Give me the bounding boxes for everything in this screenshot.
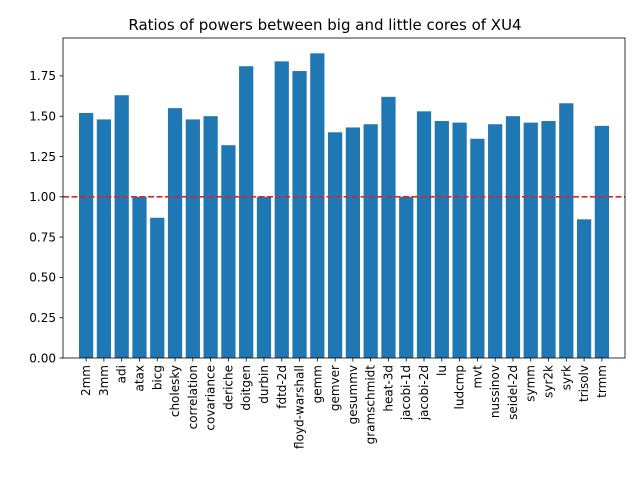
x-tick-label: 3mm xyxy=(97,365,111,396)
bar-seidel-2d xyxy=(505,116,521,358)
bar-bicg xyxy=(150,217,165,358)
bar-trmm xyxy=(594,125,609,358)
bar-heat-3d xyxy=(381,96,396,358)
bar-mvt xyxy=(470,138,485,358)
bar-correlation xyxy=(185,119,200,358)
y-tick-label: 0.25 xyxy=(29,311,56,325)
y-tick-label: 1.75 xyxy=(29,69,56,83)
x-tick-label: floyd-warshall xyxy=(293,365,307,449)
x-tick-label: trmm xyxy=(595,365,609,398)
x-tick-label: durbin xyxy=(257,365,271,404)
x-tick-label: correlation xyxy=(186,365,200,429)
bar-2mm xyxy=(79,112,94,358)
x-tick-label: cholesky xyxy=(168,365,182,417)
x-tick-label: gesummv xyxy=(346,365,360,424)
chart-title: Ratios of powers between big and little … xyxy=(128,16,521,34)
bar-deriche xyxy=(221,145,236,358)
x-tick-label: atax xyxy=(132,365,146,392)
y-tick-label: 1.00 xyxy=(29,190,56,204)
x-tick-label: syr2k xyxy=(542,365,556,398)
bar-gesummv xyxy=(345,127,361,358)
x-tick-label: deriche xyxy=(221,365,235,410)
bar-3mm xyxy=(96,119,112,358)
x-tick-label: gemm xyxy=(310,365,324,403)
bar-fdtd-2d xyxy=(274,61,289,359)
x-tick-label: nussinov xyxy=(488,365,502,418)
bar-trisolv xyxy=(576,219,592,358)
y-tick-label: 0.50 xyxy=(29,271,56,285)
x-tick-label: adi xyxy=(115,365,129,383)
bar-cholesky xyxy=(167,108,183,358)
x-tick-label: syrk xyxy=(559,365,573,390)
bar-gemver xyxy=(327,132,343,358)
bar-doitgen xyxy=(239,66,254,359)
bars-group xyxy=(79,53,609,359)
x-tick-label: covariance xyxy=(204,365,218,431)
bar-adi xyxy=(114,95,129,358)
x-tick-label: jacobi-1d xyxy=(399,365,413,421)
bar-jacobi-1d xyxy=(399,196,414,358)
bar-jacobi-2d xyxy=(416,111,432,358)
x-tick-label: heat-3d xyxy=(381,365,395,412)
x-tick-label: symm xyxy=(524,365,538,402)
plot-frame xyxy=(62,37,626,359)
x-tick-label: jacobi-2d xyxy=(417,365,431,421)
x-tick-label: fdtd-2d xyxy=(275,365,289,409)
y-tick-label: 0.00 xyxy=(29,351,56,365)
bar-gemm xyxy=(310,53,325,359)
x-tick-label: 2mm xyxy=(79,365,93,396)
x-tick-label: bicg xyxy=(150,365,164,390)
y-tick-label: 0.75 xyxy=(29,230,56,244)
x-tick-label: gemver xyxy=(328,365,342,411)
bar-durbin xyxy=(256,196,272,358)
bar-floyd-warshall xyxy=(292,71,307,359)
x-tick-label: ludcmp xyxy=(453,365,467,409)
y-tick-label: 1.50 xyxy=(29,109,56,123)
bar-syr2k xyxy=(541,121,556,358)
bar-gramschmidt xyxy=(363,124,378,358)
bar-syrk xyxy=(559,103,574,358)
bar-lu xyxy=(434,121,449,358)
x-tick-label: mvt xyxy=(470,365,484,389)
bar-nussinov xyxy=(488,124,503,358)
x-axis: 2mm 3mm adi atax bicg cholesky correlation cova… xyxy=(79,358,609,449)
x-tick-label: seidel-2d xyxy=(506,365,520,420)
x-tick-label: trisolv xyxy=(577,365,591,402)
bar-symm xyxy=(523,122,538,358)
bar-ludcmp xyxy=(452,122,467,358)
bar-atax xyxy=(132,196,147,358)
x-tick-label: doitgen xyxy=(239,365,253,411)
x-tick-label: lu xyxy=(435,365,449,376)
bar-covariance xyxy=(203,116,218,358)
y-tick-label: 1.25 xyxy=(29,150,56,164)
x-tick-label: gramschmidt xyxy=(364,365,378,445)
y-axis: 0.00 0.25 0.50 0.75 1.00 1.25 1.50 1.75 xyxy=(29,69,63,365)
